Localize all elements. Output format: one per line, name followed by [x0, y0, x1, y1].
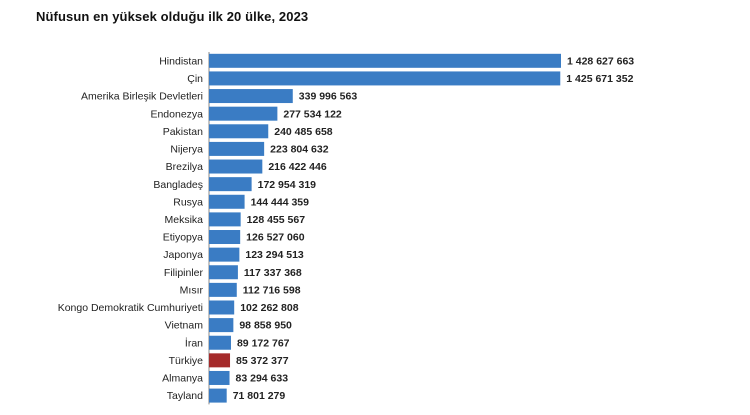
category-label: Bangladeş [153, 179, 203, 191]
bar [209, 124, 269, 139]
value-label: 117 337 368 [244, 267, 302, 279]
category-label: Japonya [163, 249, 203, 261]
value-label: 1 428 627 663 [567, 55, 634, 67]
bar [209, 265, 238, 280]
category-label: Pakistan [163, 126, 203, 138]
value-label: 102 262 808 [240, 302, 299, 314]
bar [209, 177, 252, 192]
category-label: Meksika [164, 214, 203, 226]
value-label: 128 455 567 [247, 214, 306, 226]
category-label: Almanya [162, 373, 203, 385]
value-label: 172 954 319 [258, 179, 317, 191]
value-label: 123 294 513 [245, 249, 304, 261]
value-label: 1 425 671 352 [566, 73, 633, 85]
bar [209, 106, 278, 121]
bar [209, 141, 265, 156]
category-label: Türkiye [169, 355, 204, 367]
value-label: 89 172 767 [237, 337, 290, 349]
category-label: Nijerya [170, 144, 203, 156]
bar [209, 230, 241, 245]
category-label: Vietnam [165, 320, 204, 332]
value-label: 126 527 060 [246, 232, 305, 244]
value-label: 277 534 122 [283, 108, 342, 120]
category-label: Amerika Birleşik Devletleri [81, 91, 203, 103]
bar-highlight [209, 353, 231, 368]
bar [209, 212, 241, 227]
bar [209, 247, 240, 262]
bar [209, 194, 245, 209]
bar [209, 282, 237, 297]
value-label: 339 996 563 [299, 91, 358, 103]
category-label: Endonezya [150, 108, 203, 120]
value-label: 240 485 658 [274, 126, 333, 138]
value-label: 85 372 377 [236, 355, 289, 367]
value-label: 98 858 950 [239, 320, 292, 332]
value-label: 71 801 279 [233, 390, 286, 402]
chart-title: Nüfusun en yüksek olduğu ilk 20 ülke, 20… [36, 9, 309, 24]
bar [209, 335, 231, 350]
bars-group: Hindistan 1 428 627 663 Çin 1 425 671 352 Am… [58, 53, 634, 403]
category-label: Etiyopya [163, 232, 203, 244]
category-label: Rusya [173, 196, 203, 208]
bar [209, 159, 263, 174]
category-label: Filipinler [164, 267, 204, 279]
bar [209, 89, 293, 104]
value-label: 223 804 632 [270, 144, 329, 156]
category-label: Mısır [180, 284, 204, 296]
bar [209, 300, 235, 315]
bar [209, 71, 561, 86]
category-label: Brezilya [166, 161, 204, 173]
value-label: 144 444 359 [251, 196, 310, 208]
value-label: 83 294 633 [236, 373, 289, 385]
category-label: İran [185, 336, 203, 349]
category-label: Tayland [167, 390, 203, 402]
bar [209, 53, 561, 68]
bar [209, 370, 230, 385]
category-label: Çin [187, 73, 203, 85]
value-label: 112 716 598 [243, 284, 301, 296]
bar [209, 318, 234, 333]
bar [209, 388, 227, 403]
value-label: 216 422 446 [268, 161, 327, 173]
category-label: Hindistan [159, 55, 203, 67]
category-label: Kongo Demokratik Cumhuriyeti [58, 302, 203, 314]
